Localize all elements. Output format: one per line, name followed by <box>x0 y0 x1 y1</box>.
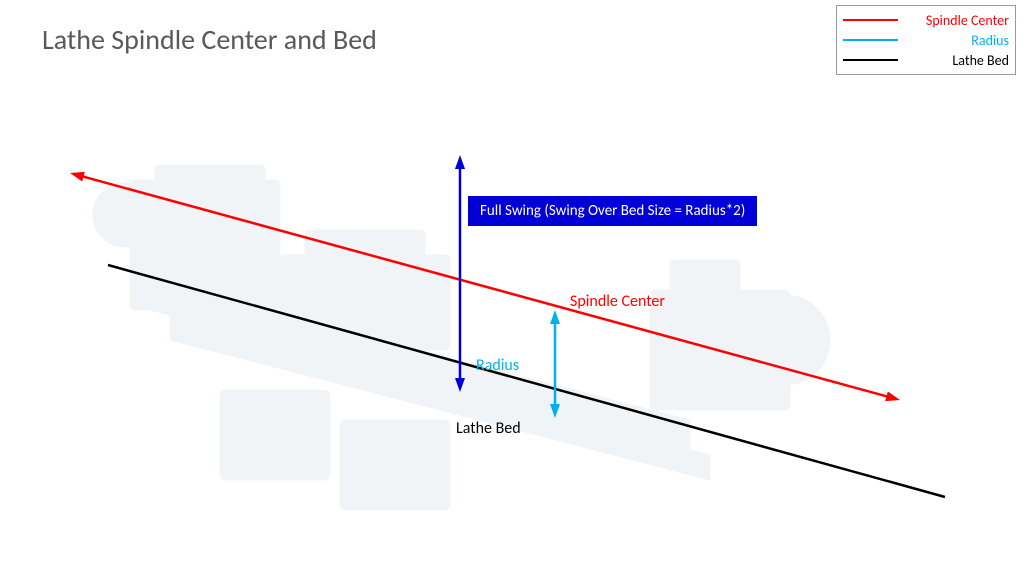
diagram-lines <box>0 0 1024 576</box>
legend-row-lathe-bed: Lathe Bed <box>843 50 1009 70</box>
legend-row-spindle-center: Spindle Center <box>843 10 1009 30</box>
spindle-center-label: Spindle Center <box>570 292 665 311</box>
page-title: Lathe Spindle Center and Bed <box>42 22 377 57</box>
lathe-background-icon <box>0 0 1024 576</box>
lathe-bed-label: Lathe Bed <box>456 419 521 438</box>
full-swing-callout: Full Swing (Swing Over Bed Size = Radius… <box>468 196 757 226</box>
legend-row-radius: Radius <box>843 30 1009 50</box>
legend-swatch-spindle-center <box>843 19 898 21</box>
legend-label-radius: Radius <box>910 32 1009 49</box>
legend-swatch-lathe-bed <box>843 59 898 61</box>
legend-label-spindle-center: Spindle Center <box>910 12 1009 29</box>
legend-label-lathe-bed: Lathe Bed <box>910 52 1009 69</box>
full-swing-callout-text: Full Swing (Swing Over Bed Size = Radius… <box>480 202 745 220</box>
legend-swatch-radius <box>843 39 898 41</box>
legend-box: Spindle Center Radius Lathe Bed <box>836 5 1016 75</box>
radius-label: Radius <box>476 356 519 375</box>
